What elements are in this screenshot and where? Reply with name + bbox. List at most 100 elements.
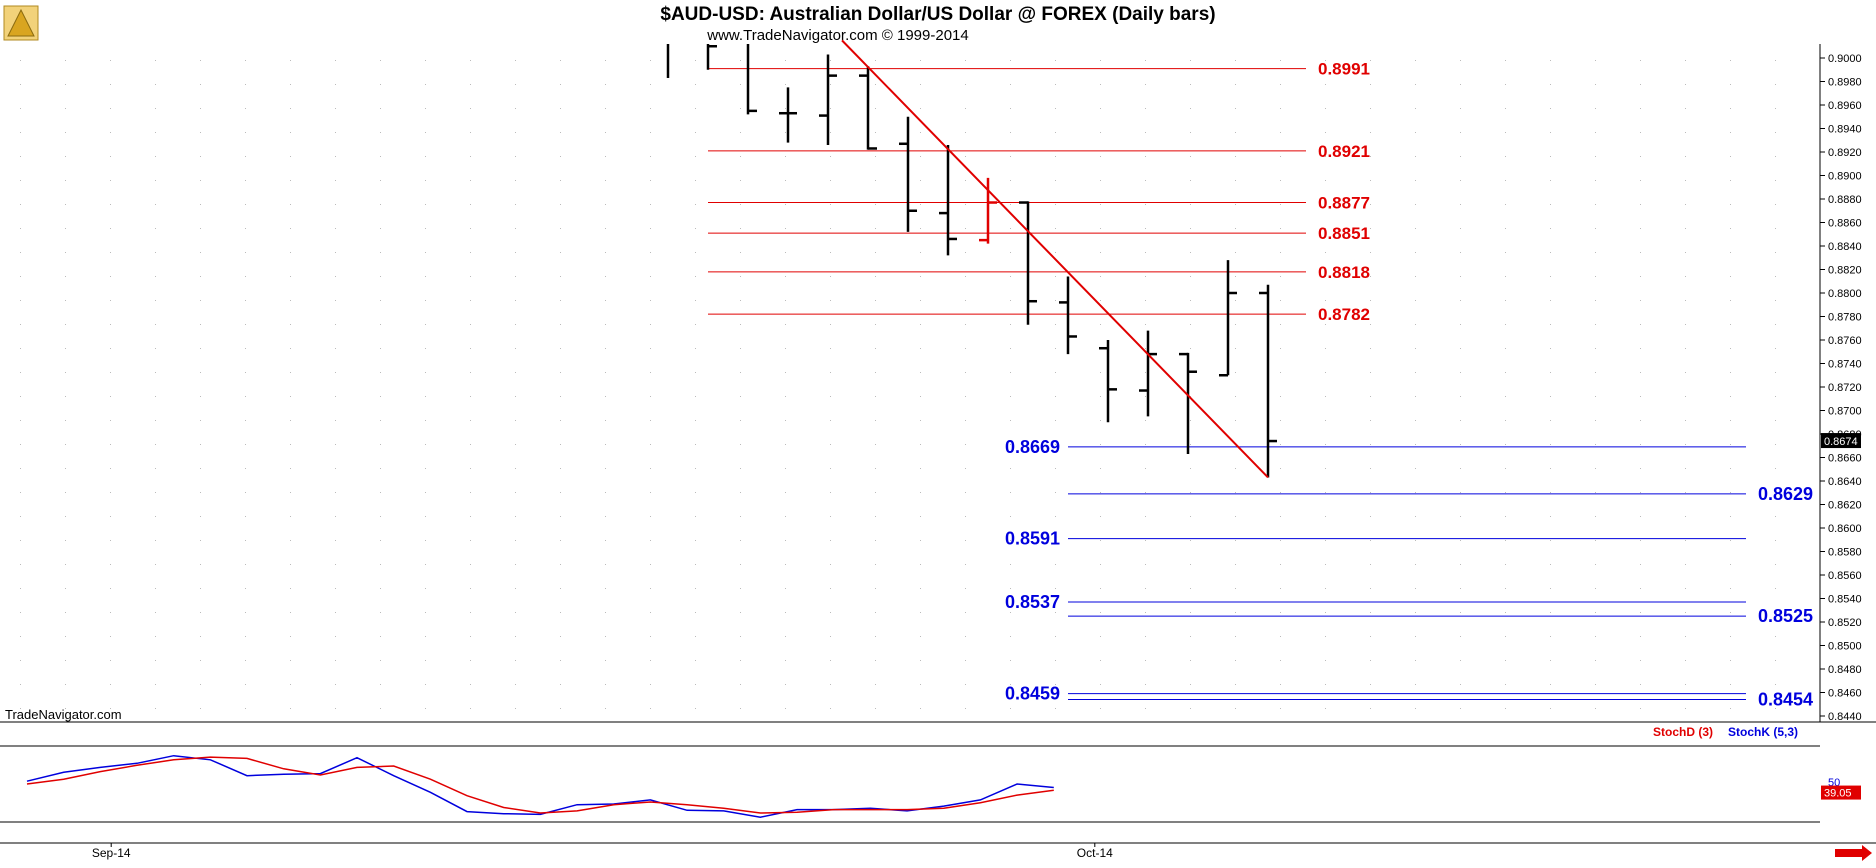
grid-dot [1010,612,1011,613]
grid-dot [200,540,201,541]
grid-dot [650,540,651,541]
grid-dot [785,228,786,229]
grid-dot [290,348,291,349]
grid-dot [65,540,66,541]
grid-dot [200,228,201,229]
grid-dot [1640,60,1641,61]
grid-dot [1235,276,1236,277]
grid-dot [875,444,876,445]
grid-dot [1460,444,1461,445]
grid-dot [1685,252,1686,253]
grid-dot [110,324,111,325]
last-price-label: 0.8674 [1824,436,1858,448]
grid-dot [1730,636,1731,637]
grid-dot [470,636,471,637]
grid-dot [155,540,156,541]
grid-dot [1685,612,1686,613]
grid-dot [1505,396,1506,397]
grid-dot [65,612,66,613]
grid-dot [1010,564,1011,565]
grid-dot [920,444,921,445]
grid-dot [1415,204,1416,205]
grid-dot [1325,60,1326,61]
grid-dot [1640,444,1641,445]
grid-dot [1325,588,1326,589]
grid-dot [65,252,66,253]
grid-dot [380,684,381,685]
grid-dot [1460,60,1461,61]
grid-dot [1370,60,1371,61]
grid-dot [1010,252,1011,253]
grid-dot [1280,444,1281,445]
grid-dot [785,252,786,253]
grid-dot [830,204,831,205]
grid-dot [290,252,291,253]
grid-dot [695,684,696,685]
grid-dot [965,252,966,253]
grid-dot [1460,540,1461,541]
grid-dot [560,516,561,517]
grid-dot [920,276,921,277]
grid-dot [1730,156,1731,157]
grid-dot [605,660,606,661]
grid-dot [1235,540,1236,541]
grid-dot [1685,276,1686,277]
grid-dot [605,492,606,493]
grid-dot [335,228,336,229]
grid-dot [920,84,921,85]
grid-dot [110,540,111,541]
grid-dot [830,492,831,493]
last-price-marker: 0.8674 [1821,433,1861,449]
grid-dot [1730,228,1731,229]
grid-dot [20,564,21,565]
grid-dot [1010,708,1011,709]
grid-dot [965,132,966,133]
grid-dot [650,132,651,133]
grid-dot [335,348,336,349]
grid-dot [1505,372,1506,373]
grid-dot [1055,228,1056,229]
grid-dot [155,204,156,205]
grid-dot [1055,660,1056,661]
grid-dot [425,324,426,325]
grid-dot [560,540,561,541]
grid-dot [425,684,426,685]
grid-dot [425,180,426,181]
grid-dot [605,540,606,541]
grid-dot [965,180,966,181]
grid-dot [1640,660,1641,661]
grid-dot [290,84,291,85]
grid-dot [1550,636,1551,637]
grid-dot [290,540,291,541]
scroll-right-arrow-icon[interactable] [1835,845,1872,861]
date-x-axis: Sep-14 Oct-14 [92,843,1113,860]
grid-dot [875,324,876,325]
grid-dot [245,348,246,349]
grid-dot [1100,420,1101,421]
grid-dot [830,468,831,469]
grid-dot [1415,540,1416,541]
grid-dot [1550,516,1551,517]
grid-dot [920,324,921,325]
grid-dot [200,660,201,661]
grid-dot [695,588,696,589]
grid-dot [1100,84,1101,85]
grid-dot [245,684,246,685]
grid-dot [650,156,651,157]
grid-dot [515,468,516,469]
grid-dot [1775,348,1776,349]
grid-dot [695,564,696,565]
grid-dot [245,516,246,517]
grid-dot [110,708,111,709]
ohlc-bar [1099,340,1117,423]
grid-dot [1010,156,1011,157]
grid-dot [965,204,966,205]
grid-dot [470,60,471,61]
grid-dot [155,348,156,349]
grid-dot [20,612,21,613]
grid-dot [155,60,156,61]
grid-dot [605,132,606,133]
grid-dot [650,516,651,517]
grid-dot [245,60,246,61]
grid-dot [740,276,741,277]
